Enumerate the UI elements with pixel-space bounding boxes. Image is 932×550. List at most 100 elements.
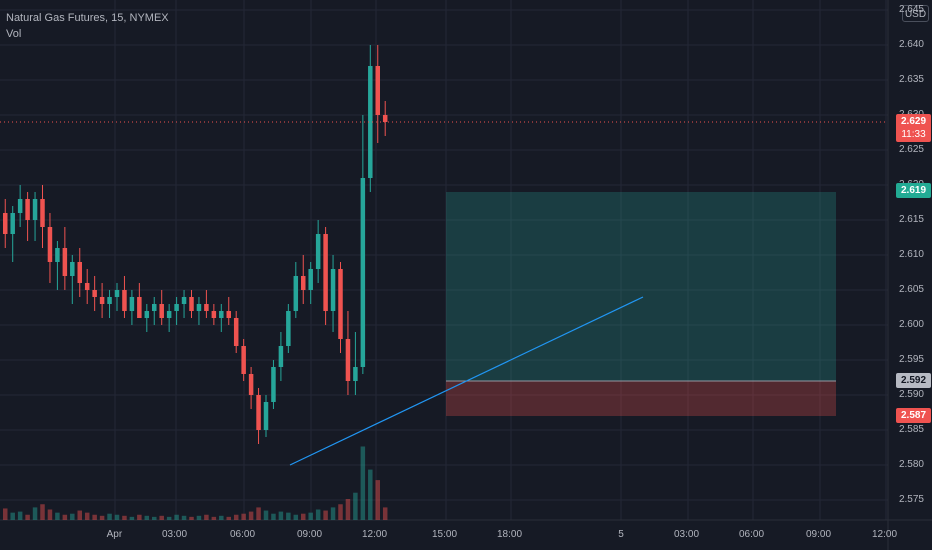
volume-bar <box>62 514 68 520</box>
volume-bar <box>271 513 276 520</box>
volume-indicator-label[interactable]: Vol <box>6 28 22 40</box>
stop-price-tag: 2.587 <box>896 408 931 423</box>
volume-bar <box>211 516 217 520</box>
time-tick-label: Apr <box>106 529 123 540</box>
candle-body <box>77 262 82 283</box>
volume-bar <box>360 446 366 520</box>
candle-body <box>84 283 90 290</box>
candle-body <box>152 304 157 311</box>
candle-body <box>323 234 328 311</box>
volume-bar <box>55 512 60 520</box>
candle-body <box>375 66 380 115</box>
volume-bar <box>3 508 8 520</box>
volume-bar <box>219 515 224 520</box>
volume-bar <box>181 515 187 520</box>
candle-body <box>92 290 97 297</box>
volume-bar <box>10 512 15 520</box>
time-tick-label: 03:00 <box>674 529 700 540</box>
candle-body <box>55 248 60 262</box>
volume-bar <box>159 515 164 520</box>
volume-bar <box>92 514 97 520</box>
candle-body <box>211 311 217 318</box>
price-tick-label: 2.595 <box>898 354 924 365</box>
price-tick-label: 2.580 <box>898 459 924 470</box>
volume-bar <box>226 516 231 520</box>
time-tick-label: 18:00 <box>497 529 523 540</box>
candle-body <box>204 304 209 311</box>
candle-body <box>353 367 358 381</box>
volume-bar <box>241 513 246 520</box>
volume-bar <box>77 510 82 520</box>
candle-body <box>233 318 239 346</box>
volume-bar <box>189 516 194 520</box>
price-tick-label: 2.645 <box>898 4 924 15</box>
candle-body <box>338 269 343 339</box>
candle-body <box>219 311 224 318</box>
price-tick-label: 2.610 <box>898 249 924 260</box>
volume-bar <box>248 511 254 520</box>
bar-countdown: 11:33 <box>901 129 926 140</box>
volume-bar <box>315 509 321 520</box>
candle-body <box>47 227 53 262</box>
volume-bar <box>137 514 142 520</box>
volume-bar <box>32 507 38 520</box>
candle-body <box>181 297 187 304</box>
volume-bar <box>353 492 358 520</box>
candle-body <box>62 248 68 276</box>
price-tick-label: 2.635 <box>898 74 924 85</box>
candle-body <box>286 311 291 346</box>
candle-body <box>137 297 142 318</box>
candle-body <box>241 346 246 374</box>
volume-bar <box>286 512 291 520</box>
price-tick-label: 2.600 <box>898 319 924 330</box>
candle-body <box>174 304 179 311</box>
candle-body <box>17 199 23 213</box>
time-tick-label: 09:00 <box>297 529 323 540</box>
candle-body <box>107 297 112 304</box>
time-tick-label: 12:00 <box>362 529 388 540</box>
drawings[interactable] <box>0 121 888 466</box>
price-tick-label: 2.640 <box>898 39 924 50</box>
volume-bar <box>40 504 45 520</box>
candle-body <box>301 276 306 290</box>
volume-bar <box>99 515 105 520</box>
candle-body <box>3 213 8 234</box>
volume-bar <box>256 507 261 520</box>
price-tick-label: 2.590 <box>898 389 924 400</box>
volume-bar <box>196 515 202 520</box>
time-tick-label: 12:00 <box>872 529 898 540</box>
volume-bar <box>308 512 313 520</box>
candle-body <box>122 290 127 311</box>
candle-body <box>99 297 105 304</box>
volume-bar <box>47 509 53 520</box>
candle-body <box>196 304 202 311</box>
volume-bar <box>338 504 343 520</box>
symbol-title[interactable]: Natural Gas Futures, 15, NYMEX <box>6 12 169 24</box>
volume-bar <box>375 480 380 520</box>
price-tick-label: 2.615 <box>898 214 924 225</box>
trend-line <box>289 296 644 466</box>
candle-body <box>330 269 336 311</box>
volume-bar <box>144 515 150 520</box>
volume-bar <box>70 513 75 520</box>
candle-body <box>315 234 321 269</box>
long-position-tool[interactable] <box>446 192 836 416</box>
volume-bar <box>129 516 135 520</box>
candle-body <box>114 290 120 297</box>
candle-body <box>308 269 313 290</box>
time-tick-label: 06:00 <box>739 529 765 540</box>
candle-body <box>345 339 351 381</box>
entry-price-tag: 2.592 <box>896 373 931 388</box>
candle-body <box>70 262 75 276</box>
volume-bar <box>330 507 336 520</box>
time-tick-label: 06:00 <box>230 529 256 540</box>
candle-body <box>382 115 388 122</box>
candle-body <box>293 276 299 311</box>
currency-button[interactable]: USD <box>902 5 929 22</box>
time-tick-label: 03:00 <box>162 529 188 540</box>
volume-bar <box>204 514 209 520</box>
target-price-tag: 2.619 <box>896 183 931 198</box>
volume-bar <box>114 514 120 520</box>
